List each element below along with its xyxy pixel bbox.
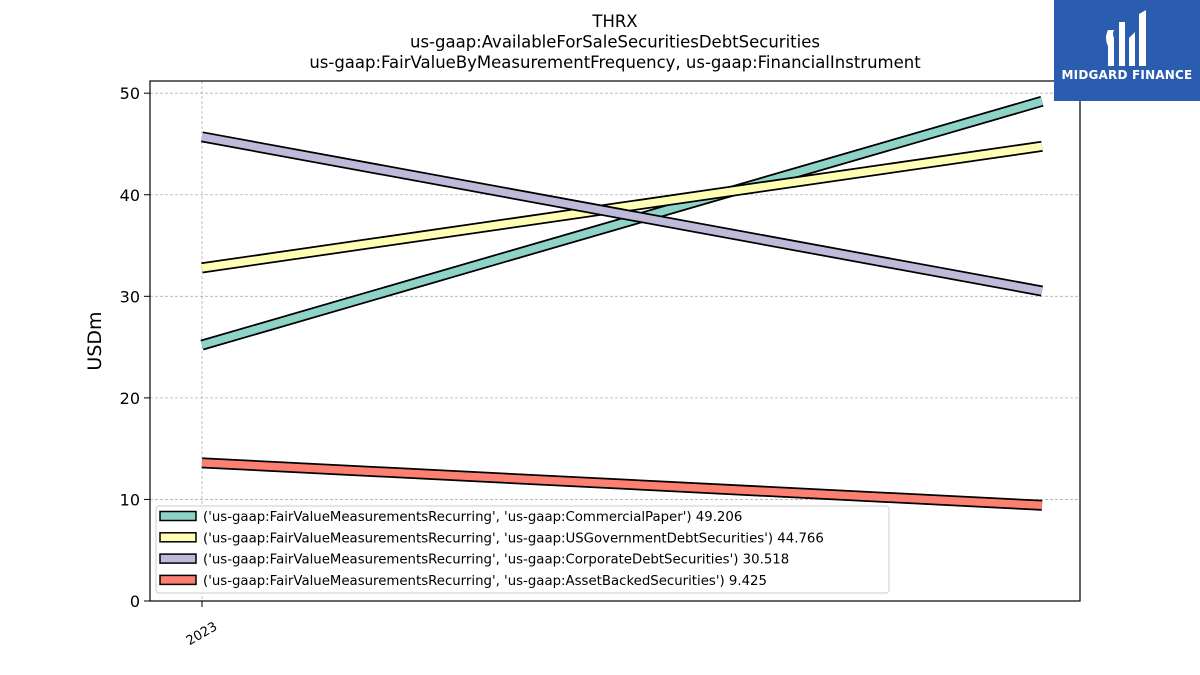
chart-title-line: us-gaap:AvailableForSaleSecuritiesDebtSe…	[410, 33, 820, 52]
y-tick-label: 0	[130, 592, 140, 611]
chart-title: THRX us-gaap:AvailableForSaleSecuritiesDe…	[309, 12, 921, 72]
legend-swatch	[159, 510, 197, 522]
midgard-finance-logo: MIDGARD FINANCE	[1054, 0, 1200, 101]
y-tick-label: 30	[120, 287, 140, 306]
y-axis: 0 10 20 30 40 50	[120, 84, 150, 611]
grid	[150, 81, 1080, 602]
y-tick-label: 10	[120, 490, 140, 509]
y-axis-label: USDm	[84, 311, 106, 370]
legend-series-name: ('us-gaap:FairValueMeasurementsRecurring…	[203, 531, 773, 546]
series-line-0	[200, 97, 1044, 349]
legend: ('us-gaap:FairValueMeasurementsRecurring…	[155, 505, 890, 594]
series-line-3	[201, 459, 1043, 510]
logo-mark-icon	[1106, 10, 1146, 66]
legend-series-name: ('us-gaap:FairValueMeasurementsRecurring…	[203, 553, 738, 568]
legend-entry: ('us-gaap:FairValueMeasurementsRecurring…	[203, 510, 742, 525]
chart-title-line: us-gaap:FairValueByMeasurementFrequency,…	[309, 53, 921, 72]
logo-text: MIDGARD FINANCE	[1061, 68, 1193, 82]
chart-title-line: THRX	[591, 12, 637, 31]
y-tick-label: 20	[120, 389, 140, 408]
plot-frame	[149, 80, 1081, 602]
y-tick-label: 50	[120, 84, 140, 103]
legend-series-value: 44.766	[773, 531, 824, 546]
legend-series-value: 49.206	[692, 510, 743, 525]
series-line-1	[201, 142, 1043, 272]
legend-entry: ('us-gaap:FairValueMeasurementsRecurring…	[203, 553, 789, 568]
legend-series-value: 30.518	[738, 553, 789, 568]
legend-entry: ('us-gaap:FairValueMeasurementsRecurring…	[203, 531, 824, 546]
legend-series-name: ('us-gaap:FairValueMeasurementsRecurring…	[203, 574, 725, 589]
legend-swatch	[159, 574, 197, 586]
legend-box	[155, 505, 890, 594]
legend-swatch	[159, 532, 197, 543]
legend-series-value: 9.425	[725, 574, 767, 589]
legend-entry: ('us-gaap:FairValueMeasurementsRecurring…	[203, 574, 767, 589]
series-lines	[200, 95, 1044, 511]
legend-swatch	[159, 553, 197, 564]
y-tick-label: 40	[120, 186, 140, 205]
legend-series-name: ('us-gaap:FairValueMeasurementsRecurring…	[203, 510, 692, 525]
x-axis: 2023	[184, 601, 220, 649]
series-line-2	[201, 133, 1043, 295]
x-tick-label: 2023	[184, 619, 220, 649]
